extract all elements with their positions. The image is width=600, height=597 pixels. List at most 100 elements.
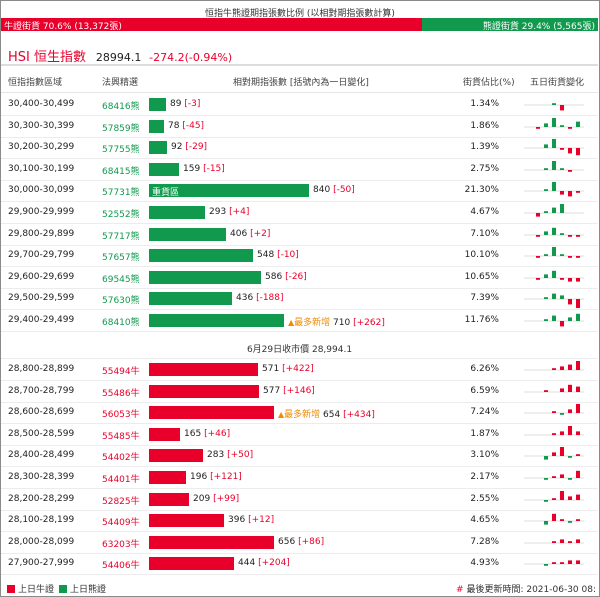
warrant-code-link[interactable]: 55485牛 [102, 431, 140, 442]
table-row[interactable]: 28,500-28,599 55485牛 165 [+46] 1.87% [1, 424, 598, 446]
contracts-count: 293 [209, 207, 227, 217]
table-row[interactable]: 30,400-30,499 68416熊 89 [-3] 1.34% [1, 94, 598, 116]
table-row[interactable]: 28,200-28,299 52825牛 209 [+99] 2.55% [1, 489, 598, 511]
sparkline-bar [544, 122, 548, 127]
table-row[interactable]: 30,200-30,299 57755熊 92 [-29] 1.39% [1, 137, 598, 160]
table-row[interactable]: 28,400-28,499 54402牛 283 [+50] 3.10% [1, 445, 598, 468]
contracts-value: 548 [-10] [257, 250, 299, 260]
warrant-code-link[interactable]: 56053牛 [102, 410, 140, 421]
five-day-sparkline [524, 361, 584, 371]
warrant-code-link[interactable]: 54406牛 [102, 561, 140, 572]
row-range: 29,600-29,699 [8, 271, 75, 282]
contracts-value: 586 [-26] [265, 272, 307, 282]
contracts-count: 571 [262, 364, 280, 374]
sparkline-bar [560, 447, 564, 457]
contracts-bar [149, 449, 203, 463]
row-range: 27,900-27,999 [8, 558, 75, 569]
table-row[interactable]: 29,400-29,499 68410熊 ▲最多新增 710 [+262] 11.76… [1, 310, 598, 332]
table-row[interactable]: 28,000-28,099 63203牛 656 [+86] 7.28% [1, 532, 598, 554]
ratio-title: 恒指牛熊證期指張數比例 (以相對期指張數計算) [205, 9, 395, 19]
contracts-value: 92 [-29] [171, 142, 207, 152]
sparkline-bar [544, 167, 548, 170]
index-change: -274.2(-0.94%) [149, 51, 233, 64]
contracts-change: [-29] [185, 142, 208, 153]
contracts-value: 78 [-45] [168, 121, 204, 131]
sparkline-bar [560, 167, 564, 170]
warrant-code-link[interactable]: 63203牛 [102, 539, 140, 550]
outstanding-pct: 1.34% [470, 99, 499, 109]
warrant-code-link[interactable]: 68416熊 [102, 102, 140, 112]
sparkline-bar [544, 274, 548, 278]
table-row[interactable]: 30,300-30,399 57859熊 78 [-45] 1.86% [1, 116, 598, 138]
contracts-count: 159 [183, 163, 201, 174]
table-row[interactable]: 28,800-28,899 55494牛 571 [+422] 6.26% [1, 359, 598, 381]
table-row[interactable]: 29,500-29,599 57630熊 436 [-188] 7.39% [1, 288, 598, 311]
last-updated: # 最後更新時間: 2021-06-30 08: [456, 582, 596, 595]
contracts-count: 444 [238, 558, 256, 569]
sparkline-bar [576, 313, 580, 321]
table-row[interactable]: 29,800-29,899 57717熊 406 [+2] 7.10% [1, 224, 598, 246]
five-day-sparkline [524, 425, 584, 436]
warrant-code-link[interactable]: 57755熊 [102, 145, 140, 156]
table-row[interactable]: 28,600-28,699 56053牛 ▲最多新增 654 [+434] 7.24% [1, 402, 598, 425]
sparkline-bar [576, 191, 580, 194]
table-row[interactable]: 28,100-28,199 54409牛 396 [+12] 4.65% [1, 510, 598, 533]
bull-bear-ratio-bar: 牛證街貨 70.6% (13,372張) 熊證街貨 29.4% (5,565張) [1, 18, 598, 32]
contracts-count: 710 [333, 318, 351, 328]
outstanding-pct: 11.76% [464, 315, 499, 325]
sparkline-bar [568, 191, 572, 197]
contracts-count: 548 [257, 250, 275, 261]
row-range: 28,800-28,899 [8, 364, 75, 374]
contracts-count: 396 [228, 515, 246, 526]
sparkline-bar [552, 411, 556, 414]
legend-bear: 上日熊證 [59, 582, 106, 595]
contracts-value: 444 [+204] [238, 558, 290, 568]
table-row[interactable]: 29,700-29,799 57657熊 548 [-10] 10.10% [1, 245, 598, 268]
warrant-code-link[interactable]: 57630熊 [102, 296, 140, 307]
table-row[interactable]: 29,900-29,999 52552熊 293 [+4] 4.67% [1, 202, 598, 224]
sparkline-bar [552, 227, 556, 235]
warrant-code-link[interactable]: 68415熊 [102, 166, 140, 177]
warrant-code-link[interactable]: 57859熊 [102, 123, 140, 134]
contracts-value: 159 [-15] [183, 164, 225, 174]
table-row[interactable]: 27,900-27,999 54406牛 444 [+204] 4.93% [1, 553, 598, 576]
sparkline-bar [544, 211, 548, 213]
sparkline-bar [568, 540, 572, 543]
warrant-code-link[interactable]: 55494牛 [102, 367, 140, 377]
contracts-change: [+50] [227, 450, 254, 461]
table-row[interactable]: 28,700-28,799 55486牛 577 [+146] 6.59% [1, 381, 598, 403]
warrant-code-link[interactable]: 69545熊 [102, 274, 140, 285]
warrant-code-link[interactable]: 57731熊 [102, 188, 140, 199]
bear-ratio-label: 熊證街貨 29.4% (5,565張) [482, 22, 595, 32]
legend-bull: 上日牛證 [7, 582, 54, 595]
index-name[interactable]: HSI 恒生指數 [8, 50, 86, 65]
contracts-bar [149, 492, 189, 506]
warrant-code-link[interactable]: 52825牛 [102, 496, 140, 507]
contracts-change: [-15] [203, 163, 225, 174]
outstanding-pct: 2.55% [470, 493, 499, 504]
warrant-code-link[interactable]: 57657熊 [102, 253, 140, 264]
contracts-count: 577 [263, 385, 281, 396]
sparkline-bar [552, 247, 556, 257]
table-row[interactable]: 30,100-30,199 68415熊 159 [-15] 2.75% [1, 159, 598, 181]
contracts-value: 283 [+50] [207, 450, 253, 460]
sparkline-bar [568, 384, 572, 392]
warrant-code-link[interactable]: 57717熊 [102, 231, 140, 242]
warrant-code-link[interactable]: 54409牛 [102, 518, 140, 529]
table-row[interactable]: 28,300-28,399 54401牛 196 [+121] 2.17% [1, 467, 598, 489]
contracts-count: 656 [278, 536, 296, 547]
contracts-count: 586 [265, 271, 283, 282]
warrant-code-link[interactable]: 68410熊 [102, 318, 140, 328]
warrant-code-link[interactable]: 52552熊 [102, 210, 140, 220]
contracts-bar [149, 206, 205, 219]
contracts-change: [-10] [277, 250, 299, 261]
warrant-code-link[interactable]: 54402牛 [102, 453, 140, 464]
row-range: 28,700-28,799 [8, 385, 75, 396]
table-row[interactable]: 29,600-29,699 69545熊 586 [-26] 10.65% [1, 267, 598, 289]
five-day-sparkline [524, 103, 584, 111]
warrant-code-link[interactable]: 55486牛 [102, 388, 140, 399]
row-range: 28,000-28,099 [8, 536, 75, 547]
contracts-change: [+262] [353, 318, 385, 328]
warrant-code-link[interactable]: 54401牛 [102, 475, 140, 485]
table-row[interactable]: 30,000-30,099 57731熊 重貨區 840 [-50] 21.30% [1, 180, 598, 203]
